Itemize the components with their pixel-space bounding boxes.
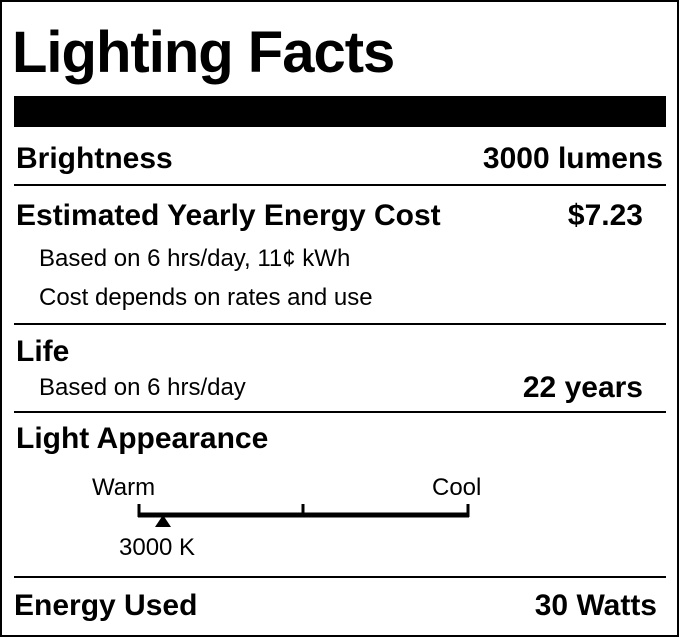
header-bar	[14, 96, 666, 127]
brightness-label: Brightness	[16, 142, 173, 175]
title: Lighting Facts	[12, 20, 395, 85]
energy-value: 30 Watts	[534, 589, 657, 622]
energy-label: Energy Used	[14, 589, 198, 622]
brightness-value: 3000 lumens	[482, 142, 663, 175]
scale-warm: Warm	[92, 474, 156, 501]
life-note: Based on 6 hrs/day	[39, 374, 246, 401]
life-value: 22 years	[522, 371, 643, 404]
divider	[14, 576, 666, 578]
cost-note: Cost depends on rates and use	[39, 284, 373, 311]
life-label: Life	[16, 335, 70, 368]
cost-note: Based on 6 hrs/day, 11¢ kWh	[39, 245, 351, 272]
scale-marker	[155, 515, 171, 527]
divider	[14, 184, 666, 186]
divider	[14, 323, 666, 325]
appearance-label: Light Appearance	[16, 422, 269, 455]
divider	[14, 411, 666, 413]
cost-value: $7.23	[567, 199, 643, 232]
scale-marker-label: 3000 K	[119, 534, 196, 561]
cost-label: Estimated Yearly Energy Cost	[16, 199, 441, 232]
scale-cool: Cool	[432, 474, 482, 501]
